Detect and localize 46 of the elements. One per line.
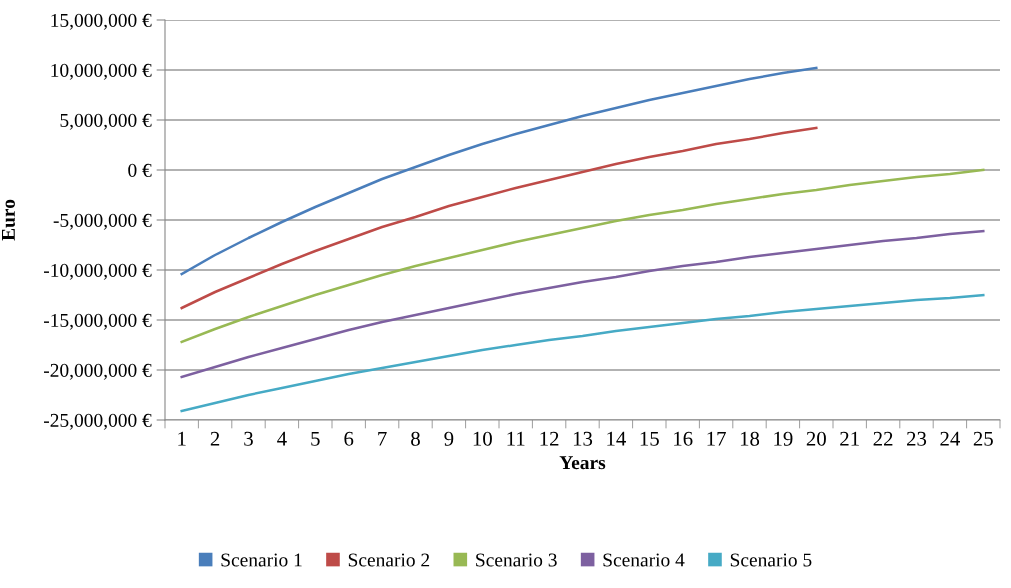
y-tick-label: -25,000,000 € [43,413,152,430]
x-tick-label: 8 [411,431,420,446]
x-tick-label: 6 [344,431,354,446]
x-tick-label: 7 [378,431,387,446]
y-tick-label: 5,000,000 € [60,113,152,130]
legend-label: Scenario 1 [221,553,302,567]
x-tick-label: 5 [311,431,320,446]
y-tick-label: -5,000,000 € [53,213,152,230]
x-tick-label: 17 [707,431,726,446]
x-axis-title: Years [559,456,606,470]
legend-label: Scenario 3 [476,553,557,567]
x-tick-label: 2 [210,431,220,446]
line-series [180,66,818,276]
x-tick-label: 23 [907,431,927,446]
line-series [180,126,818,310]
x-tick-label: 25 [973,431,993,446]
x-tick-label: 24 [940,431,960,446]
x-tick-label: 20 [806,431,826,446]
x-tick-label: 21 [840,431,859,446]
x-tick-label: 3 [244,431,253,446]
x-tick-label: 15 [640,431,659,446]
x-tick-label: 18 [740,431,760,446]
y-tick-label: 10,000,000 € [51,63,152,80]
legend-label: Scenario 2 [348,553,430,567]
y-tick-label: 15,000,000 € [51,13,152,30]
legend-label: Scenario 5 [730,553,812,567]
line-series [180,229,985,379]
line-series [180,168,985,344]
x-tick-label: 16 [674,431,693,446]
y-axis-title: Euro [2,199,15,241]
x-tick-label: 19 [774,431,793,446]
x-tick-label: 9 [444,431,454,446]
line-series [180,293,985,413]
y-tick-label: 0 € [128,163,152,177]
x-tick-label: 13 [573,431,593,446]
x-tick-label: 10 [473,431,492,446]
y-tick-label: -15,000,000 € [43,313,152,330]
legend-label: Scenario 4 [603,553,685,567]
x-tick-label: 11 [507,431,525,446]
x-tick-label: 4 [277,431,287,446]
y-tick-label: -10,000,000 € [43,263,152,280]
x-tick-label: 1 [178,431,186,446]
y-tick-label: -20,000,000 € [43,363,152,380]
x-tick-label: 22 [873,431,893,446]
x-tick-label: 14 [607,431,626,446]
x-tick-label: 12 [540,431,559,446]
